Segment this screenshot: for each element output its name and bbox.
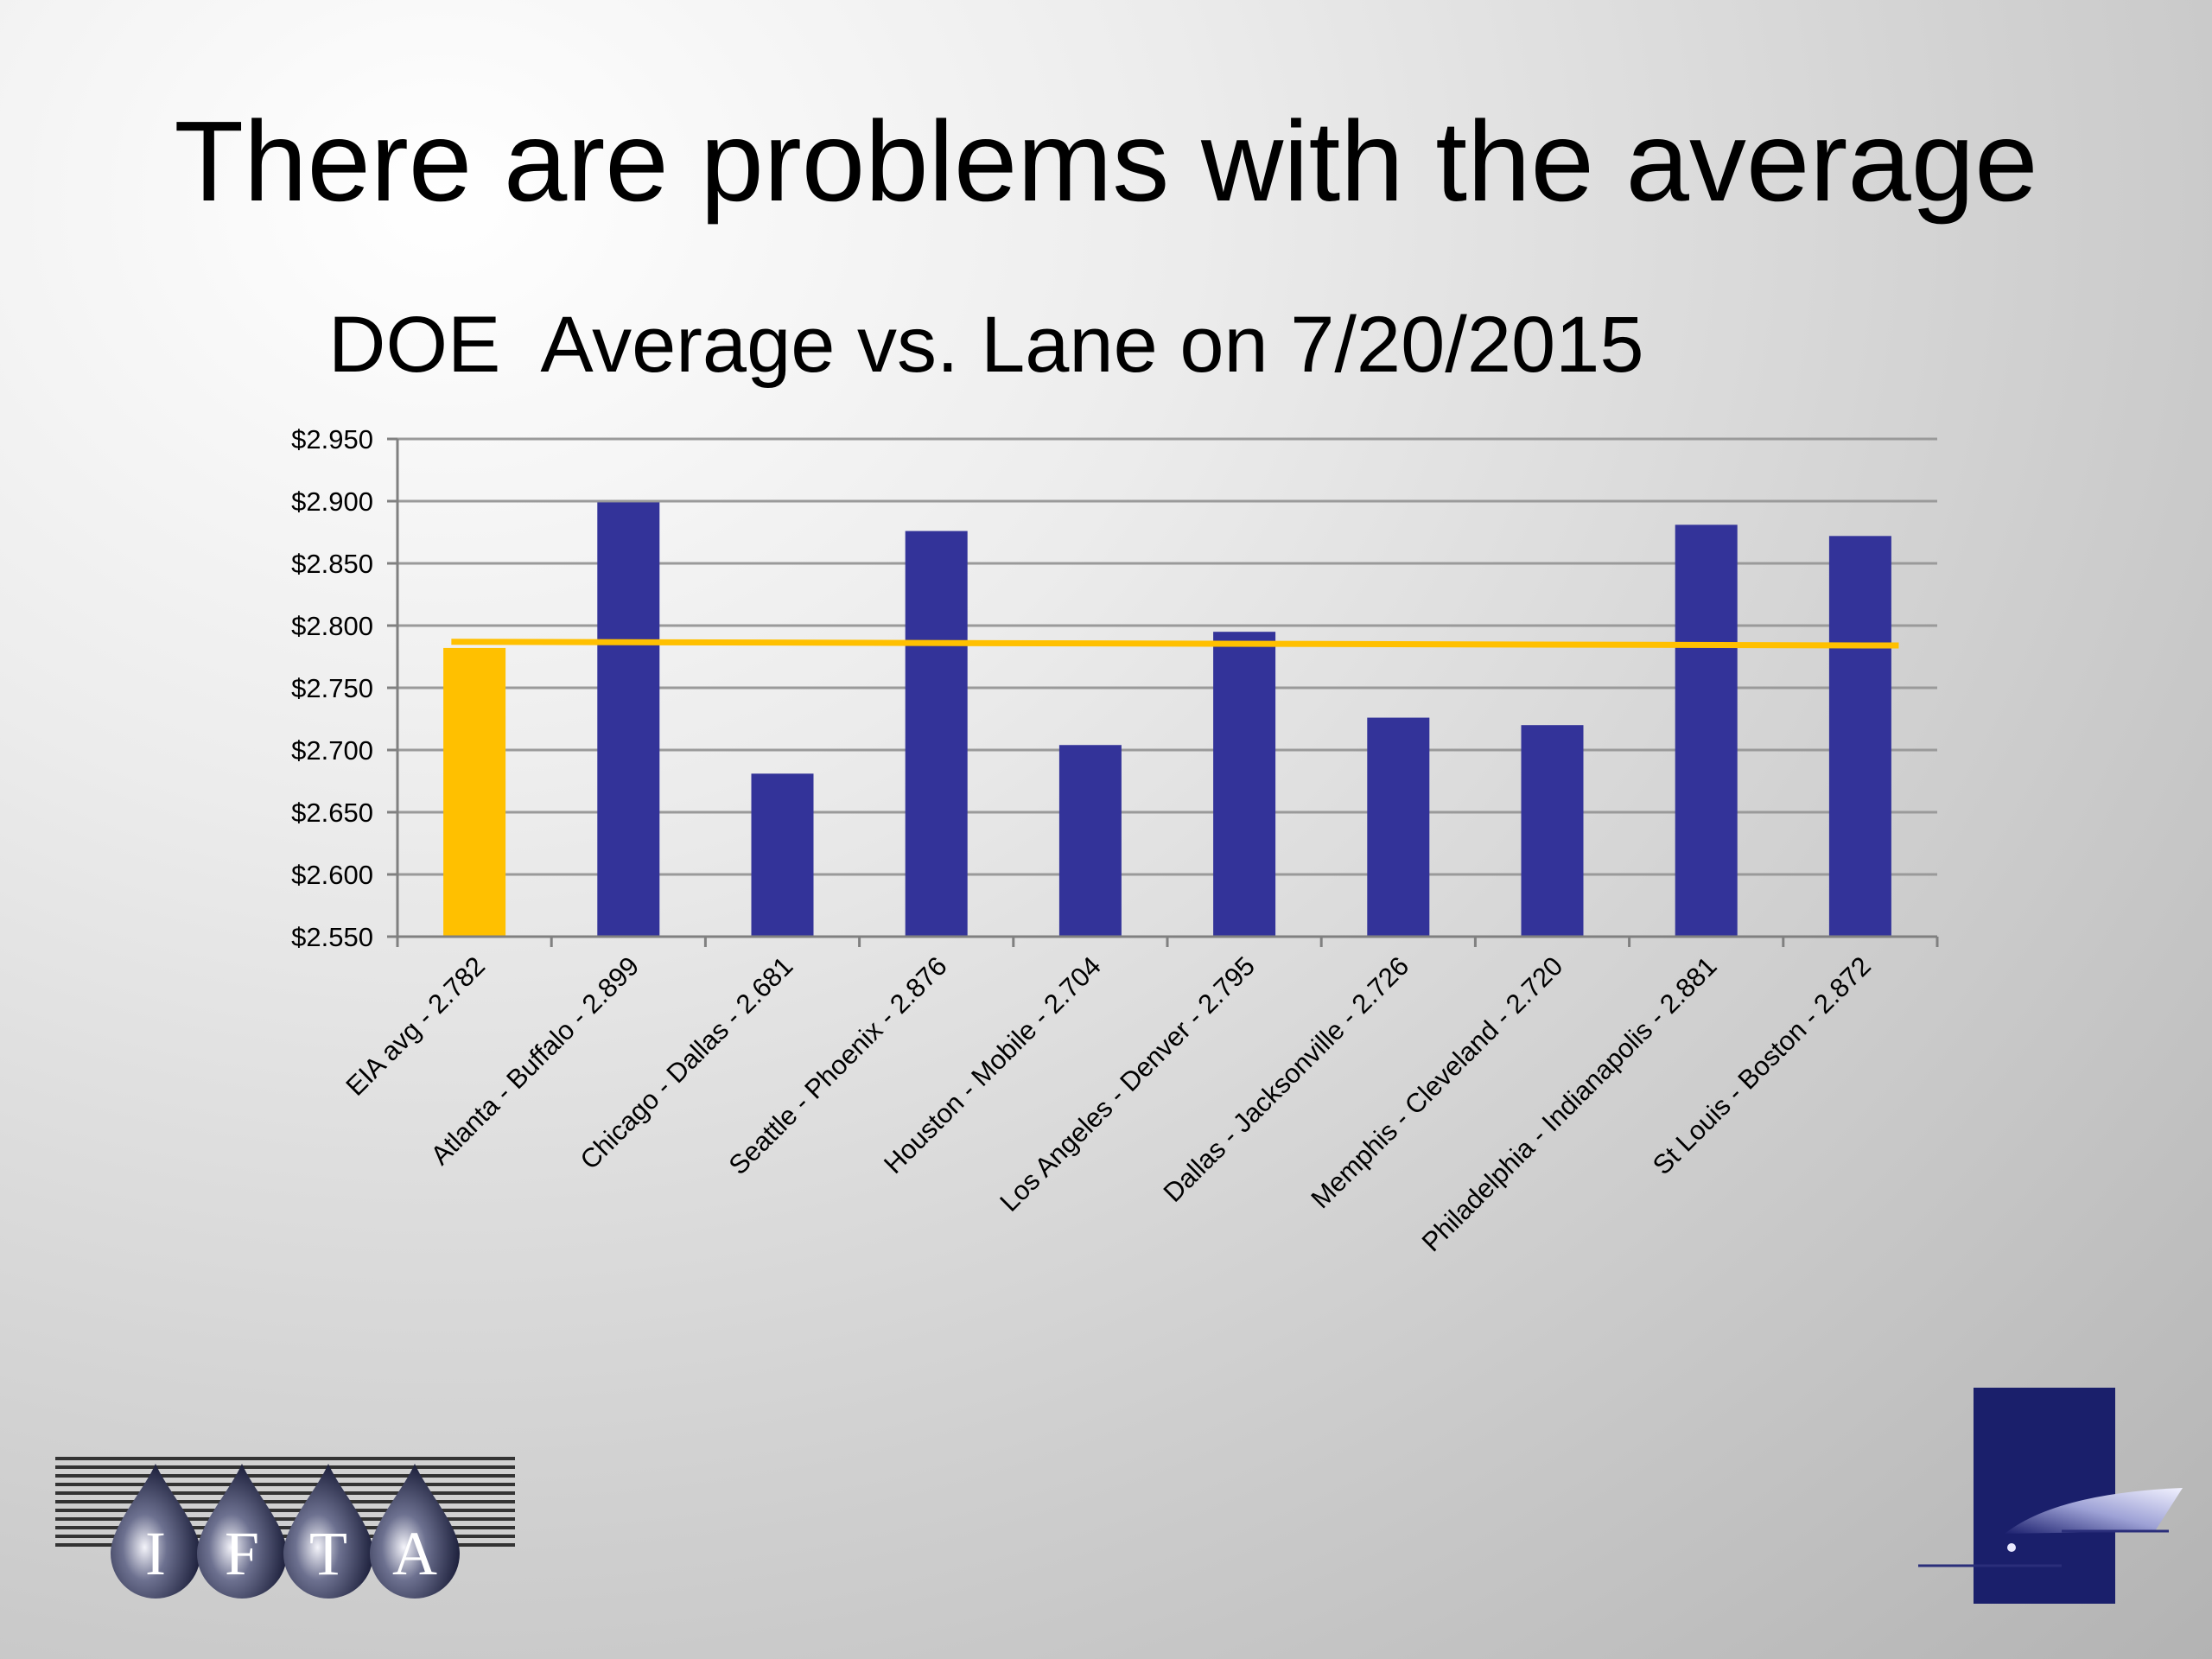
- y-tick-label: $2.550: [291, 922, 373, 952]
- x-tick-label: Dallas - Jacksonville - 2.726: [1158, 950, 1415, 1208]
- bars: [443, 502, 1891, 937]
- y-tick-label: $2.800: [291, 611, 373, 641]
- y-tick-label: $2.650: [291, 798, 373, 828]
- oil-drop-icon: [283, 1464, 373, 1599]
- x-tick-label: Memphis - Cleveland - 2.720: [1305, 950, 1568, 1214]
- lane-bar: [905, 531, 968, 937]
- average-line: [451, 639, 1899, 649]
- slide-title: There are problems with the average: [174, 98, 2038, 225]
- y-tick-label: $2.900: [291, 486, 373, 517]
- oil-drop-icon: [370, 1464, 460, 1599]
- x-tick-label: Los Angeles - Denver - 2.795: [994, 950, 1261, 1217]
- lane-bar: [1213, 632, 1276, 937]
- lane-bar: [1828, 536, 1891, 937]
- ifta-letter: F: [225, 1519, 259, 1588]
- y-tick-label: $2.600: [291, 860, 373, 890]
- eia-average-bar: [443, 647, 506, 937]
- chart-title: DOE Average vs. Lane on 7/20/2015: [328, 301, 1644, 389]
- ifta-letter: T: [309, 1519, 347, 1588]
- lane-bar: [1521, 725, 1584, 937]
- corner-emblem-icon: [1918, 1388, 2183, 1604]
- ifta-letter: I: [145, 1519, 166, 1588]
- lane-bar: [597, 502, 660, 937]
- x-tick-label: EIA avg - 2.782: [340, 950, 491, 1102]
- lane-bar: [1058, 745, 1122, 937]
- x-tick-label: Philadelphia - Indianapolis - 2.881: [1416, 950, 1723, 1257]
- lane-bar: [1675, 524, 1738, 937]
- y-tick-label: $2.750: [291, 673, 373, 703]
- axes: [387, 437, 1939, 947]
- lane-bar: [1367, 717, 1430, 937]
- oil-drop-icon: [111, 1464, 200, 1599]
- average-line-layer: [451, 639, 1899, 649]
- y-tick-label: $2.950: [291, 424, 373, 454]
- y-tick-label: $2.850: [291, 549, 373, 579]
- oil-drop-icon: [197, 1464, 287, 1599]
- lane-bar: [751, 773, 814, 937]
- y-tick-label: $2.700: [291, 735, 373, 766]
- ifta-letter: A: [392, 1519, 437, 1588]
- y-tick-labels: $2.550 $2.600 $2.650 $2.700 $2.750 $2.800 $2.8…: [291, 424, 373, 952]
